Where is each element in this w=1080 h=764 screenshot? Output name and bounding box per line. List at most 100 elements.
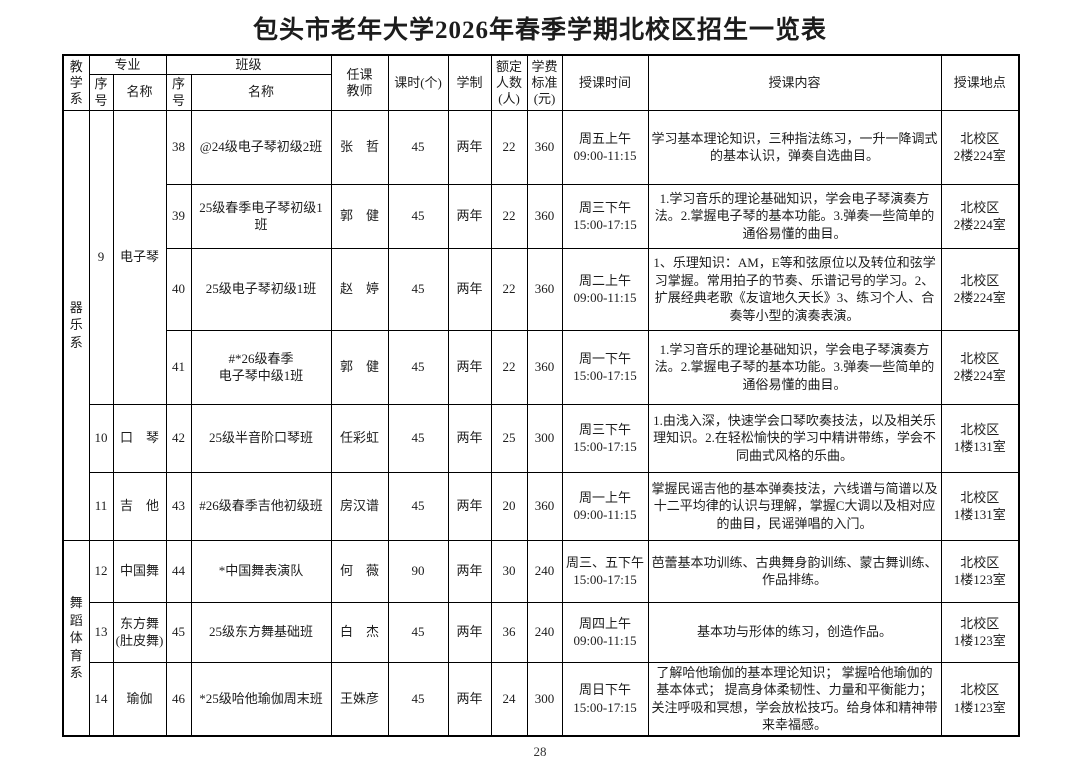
header-major-seq: 序 号 bbox=[88, 74, 114, 111]
class-name-cell: 25级春季电子琴初级1班 bbox=[190, 183, 332, 249]
table-row: 11 吉 他 43 #26级春季吉他初级班 房汉谱 45 两年 20 360 周一上午 09:00… bbox=[63, 471, 1020, 541]
location-cell: 北校区 1楼123室 bbox=[940, 661, 1020, 737]
table-row: 40 25级电子琴初级1班赵 婷 45 两年 22 360 周二上午 09:00-11:15… bbox=[63, 247, 1020, 331]
duration-cell: 两年 bbox=[447, 661, 492, 737]
time-cell: 周四上午 09:00-11:15 bbox=[561, 601, 649, 663]
header-quota: 额定 人数 (人) bbox=[490, 54, 528, 111]
content-cell: 1、乐理知识：AM，E等和弦原位以及转位和弦学习掌握。常用拍子的节奏、乐谱记号的… bbox=[647, 247, 942, 331]
class-name-cell: #*26级春季 电子琴中级1班 bbox=[190, 329, 332, 405]
major-name-cell: 吉 他 bbox=[112, 471, 167, 541]
major-name-cell: 瑜伽 bbox=[112, 661, 167, 737]
teacher-cell: 王姝彦 bbox=[330, 661, 389, 737]
header-class-group: 班级 bbox=[165, 54, 332, 76]
header-teacher: 任课 教师 bbox=[330, 54, 389, 111]
enrollment-table: 教 学 系 专业 班级 任课 教师 课时(个) 学制 额定 人数 (人) 学费 … bbox=[62, 54, 1021, 737]
page-title: 包头市老年大学2026年春季学期北校区招生一览表 bbox=[252, 17, 827, 44]
header-department: 教 学 系 bbox=[62, 54, 90, 111]
class-no-cell: 39 bbox=[165, 183, 192, 249]
location-cell: 北校区 2楼224室 bbox=[940, 109, 1020, 185]
duration-cell: 两年 bbox=[447, 601, 492, 663]
major-no-cell: 10 bbox=[88, 403, 114, 473]
content-cell: 掌握民谣吉他的基本弹奏技法，六线谱与简谱以及十二平均律的认识与理解，掌握C大调以… bbox=[647, 471, 942, 541]
location-cell: 北校区 1楼131室 bbox=[940, 471, 1020, 541]
teacher-cell: 赵 婷 bbox=[330, 247, 389, 331]
fee-cell: 360 bbox=[526, 247, 563, 331]
class-name-cell: 25级半音阶口琴班 bbox=[190, 403, 332, 473]
teacher-cell: 房汉谱 bbox=[330, 471, 389, 541]
header-class-seq: 序 号 bbox=[165, 74, 192, 111]
content-cell: 了解哈他瑜伽的基本理论知识； 掌握哈他瑜伽的基本体式； 提高身体柔韧性、力量和平… bbox=[647, 661, 942, 737]
content-cell: 芭蕾基本功训练、古典舞身韵训练、蒙古舞训练、作品排练。 bbox=[647, 539, 942, 603]
hours-cell: 45 bbox=[387, 247, 449, 331]
major-no-cell: 13 bbox=[88, 601, 114, 663]
department-cell: 器乐系 bbox=[62, 109, 90, 541]
fee-cell: 360 bbox=[526, 471, 563, 541]
time-cell: 周三下午 15:00-17:15 bbox=[561, 183, 649, 249]
header-content: 授课内容 bbox=[647, 54, 942, 111]
table-row: 器乐系 9 电子琴 38 @24级电子琴初级2班张 哲 45 两年 22 360 周五上午 09:… bbox=[62, 109, 1020, 541]
location-cell: 北校区 2楼224室 bbox=[940, 183, 1020, 249]
duration-cell: 两年 bbox=[447, 247, 492, 331]
department-cell: 舞蹈体育系 bbox=[62, 539, 90, 737]
teacher-cell: 何 薇 bbox=[330, 539, 389, 603]
hours-cell: 45 bbox=[387, 329, 449, 405]
time-cell: 周二上午 09:00-11:15 bbox=[561, 247, 649, 331]
hours-cell: 45 bbox=[387, 471, 449, 541]
hours-cell: 45 bbox=[387, 601, 449, 663]
class-no-cell: 42 bbox=[165, 403, 192, 473]
major-name-cell: 电子琴 bbox=[112, 109, 167, 405]
class-no-cell: 41 bbox=[165, 329, 192, 405]
duration-cell: 两年 bbox=[447, 403, 492, 473]
hours-cell: 45 bbox=[387, 661, 449, 737]
table-row: 舞蹈体育系 12 中国舞 44 *中国舞表演队何 薇 90 两年 30 240 周三、五下午 15… bbox=[62, 539, 1020, 737]
table-row: 14 瑜伽 46 *25级哈他瑜伽周末班 王姝彦 45 两年 24 300 周日下午 15:00-… bbox=[63, 661, 1020, 737]
class-no-cell: 40 bbox=[165, 247, 192, 331]
hours-cell: 90 bbox=[387, 539, 449, 603]
time-cell: 周一下午 15:00-17:15 bbox=[561, 329, 649, 405]
class-no-cell: 44 bbox=[165, 539, 192, 603]
class-name-cell: 25级东方舞基础班 bbox=[190, 601, 332, 663]
teacher-cell: 任彩虹 bbox=[330, 403, 389, 473]
hours-cell: 45 bbox=[387, 183, 449, 249]
fee-cell: 240 bbox=[526, 601, 563, 663]
location-cell: 北校区 1楼131室 bbox=[940, 403, 1020, 473]
table-header: 教 学 系 专业 班级 任课 教师 课时(个) 学制 额定 人数 (人) 学费 … bbox=[62, 54, 1020, 111]
fee-cell: 360 bbox=[526, 183, 563, 249]
class-name-cell: @24级电子琴初级2班 bbox=[190, 109, 332, 185]
quota-cell: 22 bbox=[490, 109, 528, 185]
duration-cell: 两年 bbox=[447, 329, 492, 405]
class-no-cell: 45 bbox=[165, 601, 192, 663]
fee-cell: 360 bbox=[526, 109, 563, 185]
page-number: 28 bbox=[533, 743, 547, 759]
fee-cell: 300 bbox=[526, 403, 563, 473]
major-name-cell: 东方舞 (肚皮舞) bbox=[112, 601, 167, 663]
major-no-cell: 12 bbox=[88, 539, 114, 603]
quota-cell: 24 bbox=[490, 661, 528, 737]
header-duration: 学制 bbox=[447, 54, 492, 111]
table-row: 10 口 琴 42 25级半音阶口琴班 任彩虹 45 两年 25 300 周三下午 15:00-1… bbox=[63, 403, 1020, 473]
fee-cell: 360 bbox=[526, 329, 563, 405]
location-cell: 北校区 1楼123室 bbox=[940, 539, 1020, 603]
content-cell: 1.学习音乐的理论基础知识，学会电子琴演奏方法。2.掌握电子琴的基本功能。3.弹… bbox=[647, 183, 942, 249]
header-major-name: 名称 bbox=[112, 74, 167, 111]
quota-cell: 22 bbox=[490, 183, 528, 249]
location-cell: 北校区 2楼224室 bbox=[940, 329, 1020, 405]
class-no-cell: 38 bbox=[165, 109, 192, 185]
header-hours: 课时(个) bbox=[387, 54, 449, 111]
duration-cell: 两年 bbox=[447, 109, 492, 185]
header-location: 授课地点 bbox=[940, 54, 1020, 111]
time-cell: 周日下午 15:00-17:15 bbox=[561, 661, 649, 737]
location-cell: 北校区 1楼123室 bbox=[940, 601, 1020, 663]
hours-cell: 45 bbox=[387, 109, 449, 185]
class-name-cell: 25级电子琴初级1班 bbox=[190, 247, 332, 331]
quota-cell: 20 bbox=[490, 471, 528, 541]
major-no-cell: 9 bbox=[88, 109, 114, 405]
class-name-cell: *中国舞表演队 bbox=[190, 539, 332, 603]
class-name-cell: *25级哈他瑜伽周末班 bbox=[190, 661, 332, 737]
duration-cell: 两年 bbox=[447, 471, 492, 541]
class-no-cell: 46 bbox=[165, 661, 192, 737]
quota-cell: 22 bbox=[490, 329, 528, 405]
fee-cell: 240 bbox=[526, 539, 563, 603]
content-cell: 基本功与形体的练习，创造作品。 bbox=[647, 601, 942, 663]
